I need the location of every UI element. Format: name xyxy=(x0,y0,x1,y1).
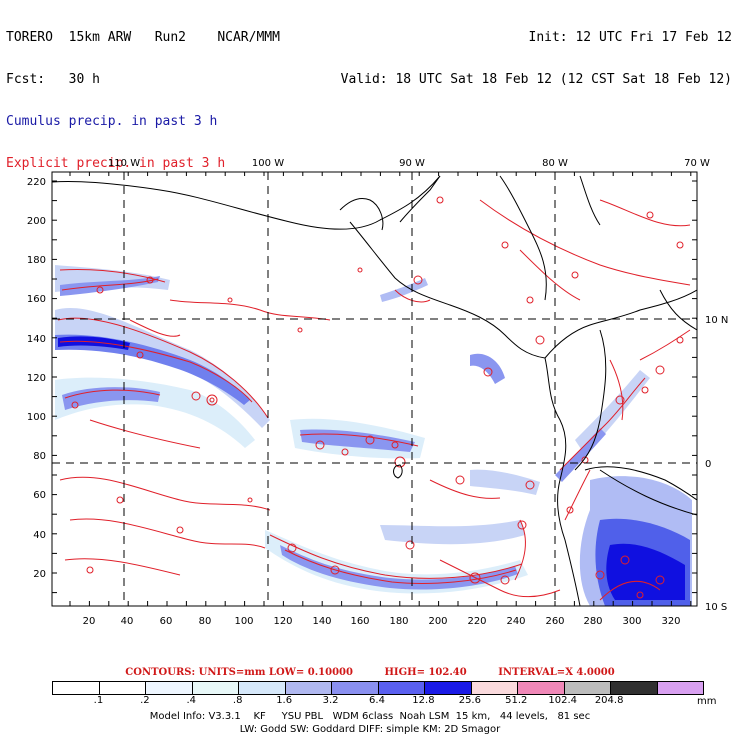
lon-label-80w: 80 W xyxy=(542,158,568,169)
header-right: Init: 12 UTC Fri 17 Feb 12 Valid: 18 UTC… xyxy=(341,3,732,101)
colorbar-label: 12.8 xyxy=(412,695,435,706)
x-tick-label: 140 xyxy=(312,616,331,627)
land-outlines xyxy=(52,175,697,606)
lon-label-110w: 110 W xyxy=(108,158,140,169)
y-tick-label: 180 xyxy=(27,255,46,266)
colorbar-unit: mm xyxy=(697,696,717,707)
x-tick-label: 120 xyxy=(273,616,292,627)
lon-label-100w: 100 W xyxy=(252,158,284,169)
legend-cumulus: Cumulus precip. in past 3 h xyxy=(6,114,218,129)
top-lon-labels: 110 W 100 W 90 W 80 W 70 W xyxy=(108,158,710,169)
y-grid-labels: 220 200 180 160 140 120 100 80 60 40 20 xyxy=(27,177,46,580)
x-grid-labels: 20 40 60 80 100 120 140 160 180 200 220 … xyxy=(83,616,681,627)
precip-colorbar xyxy=(52,681,704,695)
valid-time: Valid: 18 UTC Sat 18 Feb 12 (12 CST Sat … xyxy=(340,72,732,87)
x-tick-label: 60 xyxy=(160,616,173,627)
map-frame xyxy=(51,171,698,607)
header-left: TORERO 15km ARW Run2 NCAR/MMM Fcst: 30 h… xyxy=(6,3,280,185)
lat-label-10s: 10 S xyxy=(705,602,727,613)
colorbar-swatch xyxy=(425,682,472,694)
colorbar-swatch xyxy=(53,682,100,694)
explicit-precip-cells xyxy=(71,196,684,599)
lat-label-10n: 10 N xyxy=(705,315,728,326)
x-tick-label: 200 xyxy=(428,616,447,627)
x-tick-label: 260 xyxy=(545,616,564,627)
x-tick-label: 300 xyxy=(622,616,641,627)
colorbar-swatch xyxy=(471,682,518,694)
colorbar-label: .8 xyxy=(232,695,243,706)
model-info-line1: Model Info: V3.3.1 KF YSU PBL WDM 6class… xyxy=(149,711,591,722)
y-tick-label: 120 xyxy=(27,373,46,384)
colorbar-label: 1.6 xyxy=(276,695,293,706)
latlon-grid xyxy=(52,172,697,606)
colorbar-swatch xyxy=(564,682,611,694)
x-tick-label: 20 xyxy=(83,616,96,627)
colorbar-swatch xyxy=(332,682,379,694)
colorbar-swatch xyxy=(192,682,239,694)
legend-explicit: Explicit precip. in past 3 h xyxy=(6,156,226,171)
y-tick-label: 40 xyxy=(33,530,46,541)
colorbar-label: .1 xyxy=(93,695,104,706)
colorbar-label: .2 xyxy=(140,695,150,706)
colorbar-swatch xyxy=(657,682,703,694)
colorbar-label: 102.4 xyxy=(548,695,578,706)
y-tick-label: 220 xyxy=(27,177,46,188)
contours-high: HIGH= 102.40 xyxy=(384,667,467,678)
colorbar-label: .4 xyxy=(186,695,197,706)
x-tick-label: 220 xyxy=(467,616,486,627)
precip-map: 110 W 100 W 90 W 80 W 70 W 10 N 0 10 S 2… xyxy=(27,158,728,627)
colorbar-swatch xyxy=(518,682,565,694)
model-title: TORERO 15km ARW Run2 NCAR/MMM xyxy=(6,30,280,45)
colorbar-label: 6.4 xyxy=(369,695,385,706)
contours-info: CONTOURS: UNITS=mm LOW= 0.10000 HIGH= 10… xyxy=(0,667,740,678)
colorbar-swatch xyxy=(611,682,658,694)
x-tick-label: 40 xyxy=(121,616,134,627)
lat-label-0: 0 xyxy=(705,459,711,470)
y-tick-label: 200 xyxy=(27,216,46,227)
forecast-hour: Fcst: 30 h xyxy=(6,72,100,87)
lon-label-90w: 90 W xyxy=(399,158,425,169)
y-tick-label: 140 xyxy=(27,334,46,345)
x-tick-label: 280 xyxy=(583,616,602,627)
colorbar-label: 204.8 xyxy=(594,695,624,706)
cumulus-precip-shading xyxy=(55,265,692,606)
colorbar-label: 3.2 xyxy=(322,695,339,706)
x-tick-label: 240 xyxy=(506,616,525,627)
contours-interval: INTERVAL=X 4.0000 xyxy=(498,667,615,678)
explicit-precip-contours xyxy=(57,199,691,601)
y-tick-label: 20 xyxy=(33,569,46,580)
right-lat-labels: 10 N 0 10 S xyxy=(705,315,728,613)
map-field xyxy=(52,175,697,606)
x-tick-label: 100 xyxy=(234,616,253,627)
colorbar-swatch xyxy=(99,682,146,694)
init-time: Init: 12 UTC Fri 17 Feb 12 xyxy=(528,30,733,45)
colorbar-label: 25.6 xyxy=(458,695,481,706)
contours-units: CONTOURS: UNITS=mm LOW= 0.10000 xyxy=(125,667,353,678)
colorbar-swatch xyxy=(146,682,193,694)
colorbar-swatch xyxy=(378,682,425,694)
x-tick-label: 80 xyxy=(199,616,212,627)
x-tick-label: 320 xyxy=(661,616,680,627)
axis-ticks xyxy=(52,172,697,606)
x-tick-label: 160 xyxy=(350,616,369,627)
y-tick-label: 100 xyxy=(27,412,46,423)
x-tick-label: 180 xyxy=(389,616,408,627)
y-tick-label: 80 xyxy=(33,451,46,462)
y-tick-label: 160 xyxy=(27,294,46,305)
colorbar-label: 51.2 xyxy=(505,695,528,706)
colorbar-swatch xyxy=(239,682,286,694)
model-info-line2: LW: Godd SW: Goddard DIFF: simple KM: 2D… xyxy=(239,724,501,735)
y-tick-label: 60 xyxy=(33,490,46,501)
lon-label-70w: 70 W xyxy=(684,158,710,169)
colorbar-swatch xyxy=(285,682,332,694)
